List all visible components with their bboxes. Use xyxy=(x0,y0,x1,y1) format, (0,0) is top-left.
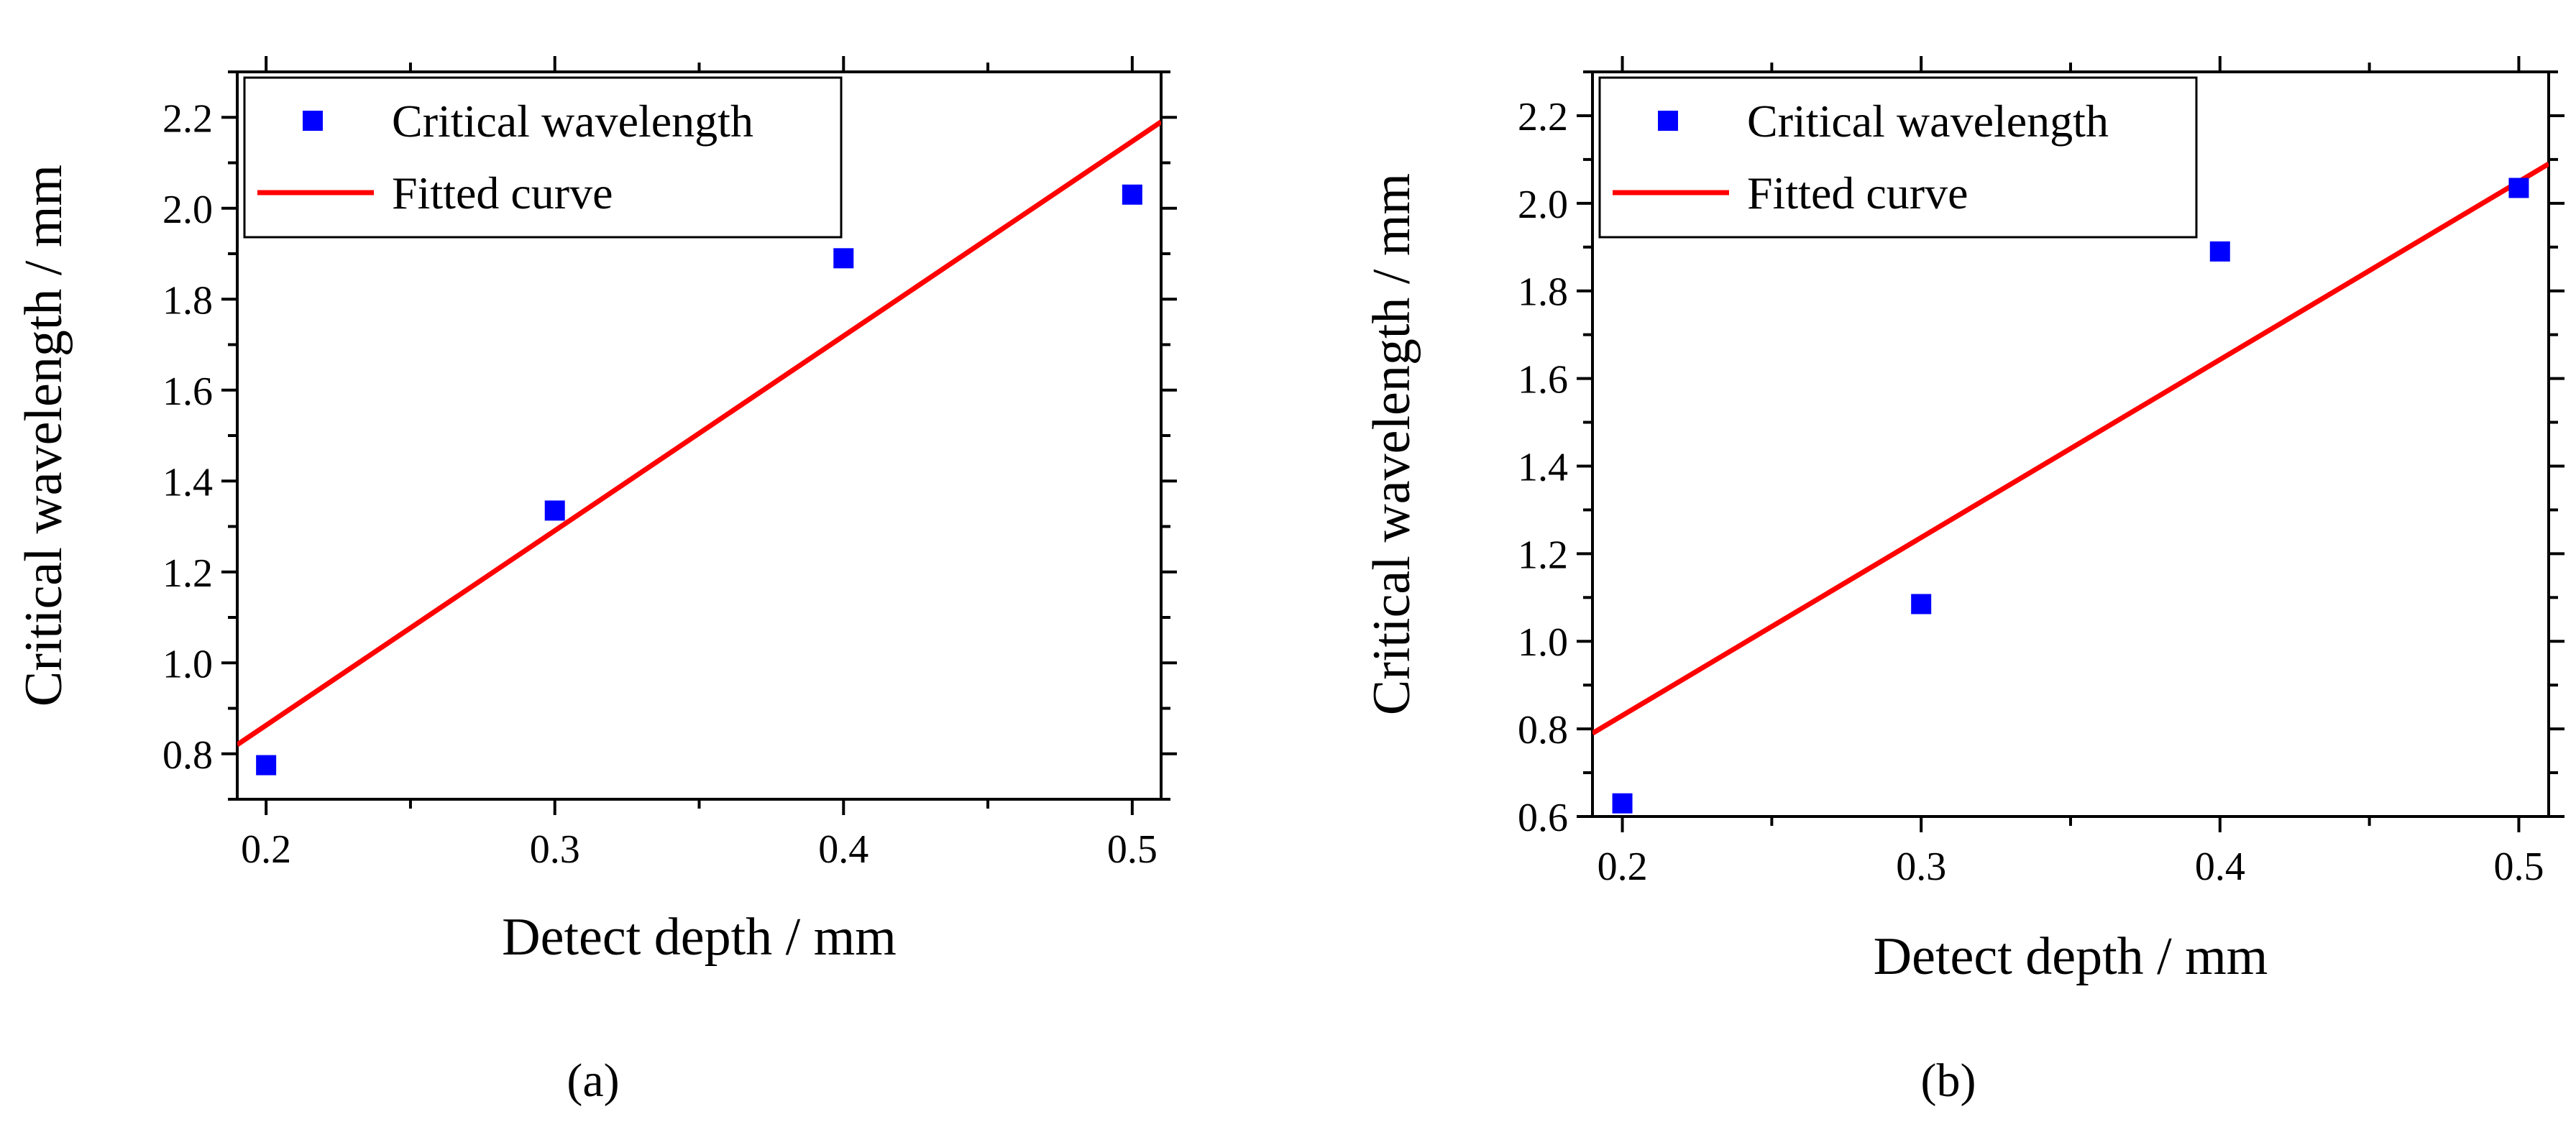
y-tick-label: 1.2 xyxy=(162,551,213,596)
y-tick-label: 1.8 xyxy=(1518,270,1568,315)
y-tick-label: 2.0 xyxy=(1518,183,1568,227)
y-tick-label: 2.2 xyxy=(1518,95,1568,139)
legend-label: Critical wavelength xyxy=(1747,96,2109,147)
legend-label: Fitted curve xyxy=(392,167,613,218)
legend-label: Critical wavelength xyxy=(392,96,753,147)
y-tick-label: 1.4 xyxy=(162,460,213,505)
y-tick-label: 0.8 xyxy=(162,733,213,778)
y-tick-label: 1.8 xyxy=(162,278,213,323)
y-tick-label: 1.6 xyxy=(1518,358,1568,402)
fitted-curve-line xyxy=(1592,161,2549,736)
x-tick-label: 0.3 xyxy=(530,827,580,872)
x-tick-label: 0.2 xyxy=(1598,845,1648,889)
x-axis-title: Detect depth / mm xyxy=(502,908,897,967)
panel-label: (a) xyxy=(567,1054,619,1107)
y-tick-label: 1.6 xyxy=(162,369,213,414)
data-point-square xyxy=(1612,793,1633,814)
y-tick-label: 0.8 xyxy=(1518,708,1568,753)
data-point-square xyxy=(1122,184,1142,205)
y-axis-title: Critical wavelength / mm xyxy=(14,165,73,707)
data-point-square xyxy=(256,755,277,776)
plot-area xyxy=(237,119,1161,776)
legend-box xyxy=(243,76,843,239)
x-tick-label: 0.5 xyxy=(2493,845,2544,889)
x-tick-label: 0.4 xyxy=(818,827,868,872)
legend-marker-square xyxy=(303,111,323,131)
y-tick-label: 1.0 xyxy=(162,642,213,686)
legend-label: Fitted curve xyxy=(1747,167,1968,218)
panel-label: (b) xyxy=(1921,1054,1976,1107)
y-tick-label: 0.6 xyxy=(1518,796,1568,840)
data-point-square xyxy=(1911,594,1932,615)
x-axis-title: Detect depth / mm xyxy=(1874,927,2268,986)
y-tick-label: 1.4 xyxy=(1518,445,1568,489)
x-tick-label: 0.5 xyxy=(1107,827,1158,872)
y-axis-title: Critical wavelength / mm xyxy=(1362,173,1421,715)
chart-panel-b: 0.2 0.3 0.4 0.5 0.6 0.8 1.0 1.2 1.4 1.6 1.8 2.0 2.2 D… xyxy=(1362,56,2564,1107)
data-point-square xyxy=(2508,178,2529,198)
y-tick-label: 1.2 xyxy=(1518,533,1568,577)
legend-box xyxy=(1598,76,2198,239)
data-point-square xyxy=(833,248,854,269)
y-tick-label: 1.0 xyxy=(1518,620,1568,665)
data-point-square xyxy=(544,500,565,521)
chart-panel-a: 0.2 0.3 0.4 0.5 0.8 1.0 1.2 1.4 1.6 1.8 2.0 2.2 Dete… xyxy=(14,56,1177,1107)
legend-marker-square xyxy=(1658,111,1678,131)
x-tick-label: 0.3 xyxy=(1896,845,1946,889)
data-point-square xyxy=(2209,241,2230,262)
plot-area xyxy=(1592,161,2549,814)
fitted-curve-line xyxy=(237,119,1161,748)
x-tick-label: 0.4 xyxy=(2195,845,2245,889)
x-tick-label: 0.2 xyxy=(241,827,291,872)
y-tick-label: 2.2 xyxy=(162,96,213,141)
y-tick-label: 2.0 xyxy=(162,188,213,232)
